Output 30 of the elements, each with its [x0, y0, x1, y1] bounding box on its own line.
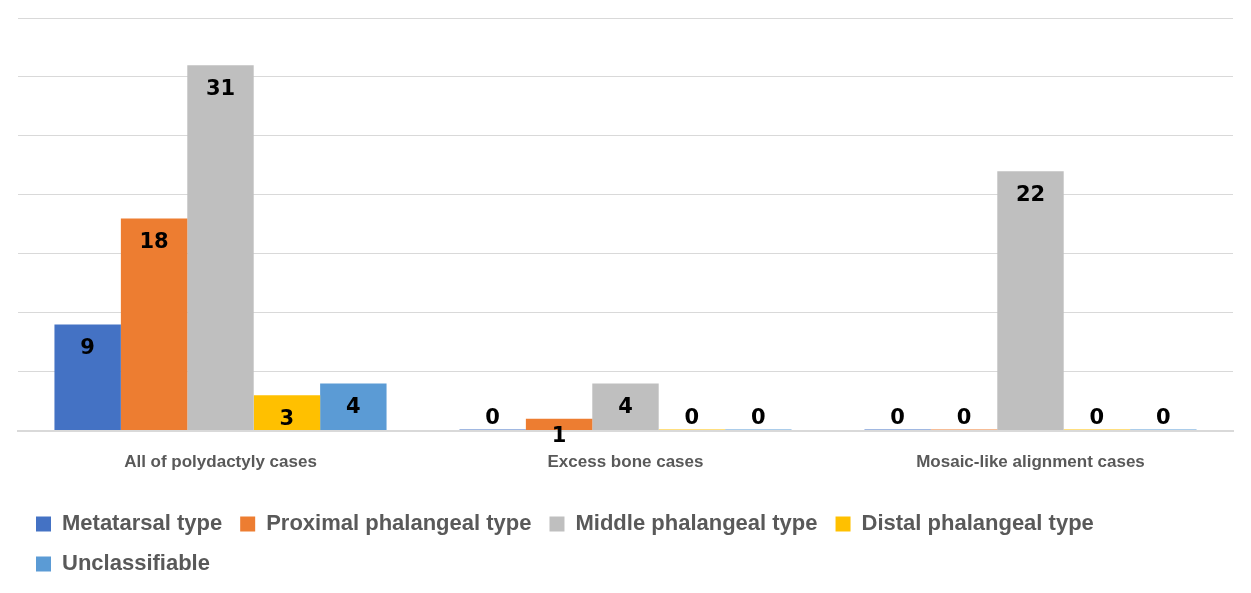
- bar: [997, 171, 1064, 431]
- data-label: 0: [684, 404, 700, 429]
- data-label: 0: [1156, 404, 1171, 429]
- x-tick-label: All of polydactyly cases: [124, 452, 317, 472]
- data-label: 31: [205, 75, 236, 100]
- data-label: 0: [1089, 404, 1105, 429]
- legend-label: Distal phalangeal type: [861, 510, 1094, 536]
- data-label: 0: [485, 404, 500, 429]
- data-label: 22: [1015, 181, 1046, 206]
- x-tick-label: Excess bone cases: [547, 452, 704, 472]
- bar: [320, 383, 387, 431]
- legend-label: Metatarsal type: [62, 510, 223, 536]
- bar: [54, 324, 121, 431]
- data-label: 9: [80, 334, 95, 359]
- data-label: 0: [956, 404, 972, 429]
- bar: [187, 65, 254, 431]
- legend-label: Middle phalangeal type: [575, 510, 818, 536]
- data-label: 4: [618, 393, 633, 418]
- bar: [120, 218, 188, 431]
- data-label: 18: [139, 228, 169, 253]
- bar: [253, 395, 321, 431]
- data-label: 1: [551, 423, 567, 448]
- x-tick-label: Mosaic-like alignment cases: [916, 452, 1145, 472]
- data-label: 3: [279, 405, 295, 430]
- legend-label: Unclassifiable: [62, 550, 210, 576]
- data-label: 0: [890, 404, 905, 429]
- data-label: 0: [751, 404, 766, 429]
- bar: [592, 383, 659, 431]
- legend-label: Proximal phalangeal type: [266, 510, 532, 536]
- data-label: 4: [346, 393, 361, 418]
